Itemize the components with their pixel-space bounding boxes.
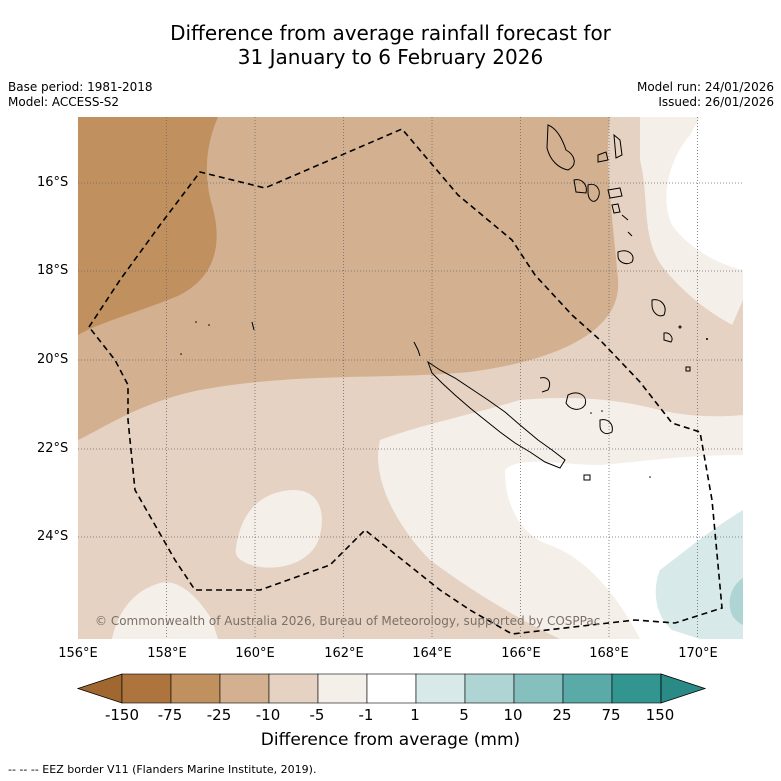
- islet-b: [706, 338, 708, 340]
- colorbar-segment-7: [464, 673, 515, 704]
- new-caledonia-island: [427, 360, 566, 469]
- cb-tick-9: 25: [552, 706, 572, 724]
- islet-a: [678, 325, 682, 329]
- reef-dot-2: [180, 353, 182, 355]
- lon-tick-160e: 160°E: [235, 646, 275, 661]
- issued-date: Issued: 26/01/2026: [658, 95, 774, 109]
- colorbar-label: Difference from average (mm): [260, 730, 521, 750]
- cb-tick-3: -10: [255, 706, 281, 724]
- colorbar-segment-4: [317, 673, 368, 704]
- model-name: Model: ACCESS-S2: [8, 95, 120, 109]
- zone-white-ne: [666, 117, 743, 270]
- graticule: [78, 117, 743, 639]
- lon-tick-166e: 166°E: [501, 646, 541, 661]
- lat-tick-20s: 20°S: [37, 352, 69, 367]
- tanna-island: [651, 299, 666, 317]
- islet-e: [601, 410, 603, 412]
- cb-tick-1: -75: [157, 706, 183, 724]
- reef-dot-3: [208, 324, 210, 326]
- eez-border: [88, 128, 723, 635]
- lat-tick-18s: 18°S: [37, 263, 69, 278]
- belep-islands: [413, 341, 421, 357]
- isle-of-pines: [583, 474, 591, 481]
- pentecost-island: [597, 151, 609, 163]
- lifou-island: [565, 392, 587, 410]
- meta-right: Model run: 24/01/2026 Issued: 26/01/2026: [637, 80, 774, 110]
- lon-tick-170e: 170°E: [678, 646, 718, 661]
- colorbar-segment-6: [415, 673, 466, 704]
- epi-island: [607, 187, 623, 199]
- reef-dot-1: [195, 321, 197, 323]
- cb-tick-7: 5: [459, 706, 469, 724]
- lat-tick-22s: 22°S: [37, 441, 69, 456]
- ouvea-island: [539, 377, 551, 393]
- lon-tick-162e: 162°E: [324, 646, 364, 661]
- malakula-island: [573, 179, 587, 194]
- cb-tick-8: 10: [503, 706, 523, 724]
- mare-island: [599, 419, 613, 435]
- rainfall-field: [78, 117, 743, 639]
- colorbar-segment-3: [268, 673, 319, 704]
- lon-tick-158e: 158°E: [147, 646, 187, 661]
- hunter-island: [685, 366, 691, 372]
- cb-tick-10: 75: [601, 706, 621, 724]
- lat-tick-16s: 16°S: [37, 175, 69, 190]
- colorbar-segment-0: [121, 673, 172, 704]
- lat-tick-24s: 24°S: [37, 529, 69, 544]
- map-title-line1: Difference from average rainfall forecas…: [170, 21, 611, 45]
- meta-left: Base period: 1981-2018 Model: ACCESS-S2: [8, 80, 153, 110]
- colorbar: [76, 673, 707, 704]
- model-run: Model run: 24/01/2026: [636, 80, 774, 94]
- maewo-island: [613, 133, 623, 159]
- cb-tick-5: -1: [358, 706, 374, 724]
- aneityum-island: [663, 332, 673, 343]
- colorbar-segment-5: [366, 673, 417, 704]
- zone-plus5: [729, 578, 743, 625]
- colorbar-extend-low: [76, 673, 123, 704]
- cb-tick-4: -5: [309, 706, 325, 724]
- islet-c: [649, 476, 651, 478]
- shepherd-islands: [621, 214, 633, 237]
- zone-minus5-sw: [112, 582, 218, 639]
- colorbar-segment-9: [562, 673, 613, 704]
- lon-tick-164e: 164°E: [412, 646, 452, 661]
- map-title-line2: 31 January to 6 February 2026: [237, 45, 544, 69]
- zone-minus5-patch: [235, 489, 322, 568]
- zone-minus75: [78, 117, 218, 335]
- colorbar-segment-1: [170, 673, 221, 704]
- islet-d: [590, 412, 592, 414]
- copyright-notice: © Commonwealth of Australia 2026, Bureau…: [95, 614, 601, 628]
- base-period: Base period: 1981-2018: [8, 80, 153, 94]
- colorbar-segment-2: [219, 673, 270, 704]
- cb-tick-2: -25: [206, 706, 232, 724]
- efate-island: [611, 203, 621, 214]
- colorbar-segment-10: [611, 673, 662, 704]
- zone-minus25: [78, 117, 619, 440]
- colorbar-segment-8: [513, 673, 564, 704]
- eez-legend: -- -- -- EEZ border V11 (Flanders Marine…: [8, 763, 317, 776]
- cb-tick-11: 150: [645, 706, 675, 724]
- erromango-island: [617, 250, 634, 265]
- ambrym-island: [587, 183, 600, 202]
- cb-tick-6: 1: [410, 706, 420, 724]
- lon-tick-168e: 168°E: [589, 646, 629, 661]
- lon-tick-156e: 156°E: [58, 646, 98, 661]
- cb-tick-0: -150: [104, 706, 140, 724]
- chesterfield-islet: [251, 321, 255, 331]
- colorbar-extend-high: [660, 673, 707, 704]
- espiritu-santo-island: [546, 124, 575, 171]
